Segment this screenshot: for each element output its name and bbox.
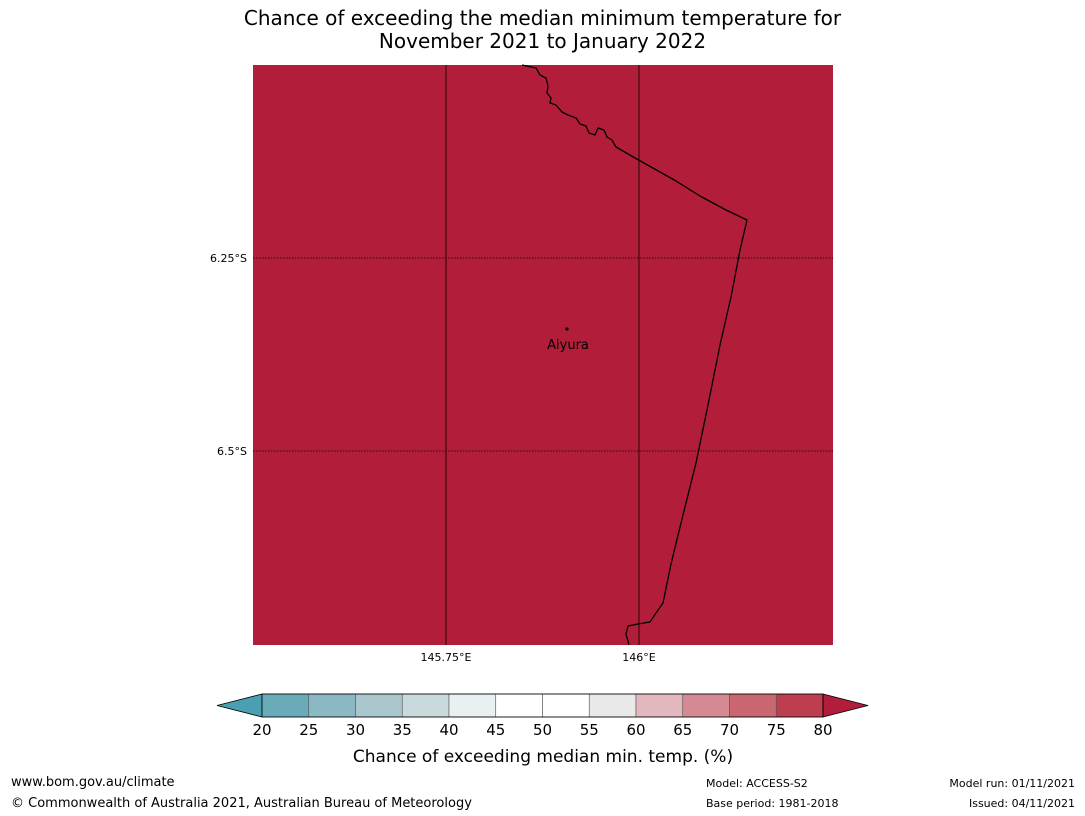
colorbar-tick-label: 20: [252, 721, 271, 739]
colorbar-segment: [542, 693, 590, 718]
place-label-aiyura: Aiyura: [547, 338, 589, 353]
colorbar-tick-label: 60: [626, 721, 645, 739]
footer-copyright: © Commonwealth of Australia 2021, Austra…: [11, 796, 472, 811]
colorbar-tick-label: 50: [533, 721, 552, 739]
lon-label-146: 146°E: [622, 651, 655, 664]
colorbar-tick-label: 30: [346, 721, 365, 739]
colorbar: [216, 693, 869, 718]
colorbar-segment: [729, 693, 777, 718]
colorbar-extend-low: [216, 693, 263, 718]
colorbar-segment: [682, 693, 730, 718]
place-marker-aiyura: [565, 327, 569, 331]
title-line-1: Chance of exceeding the median minimum t…: [243, 6, 842, 30]
lat-label-6-5: 6.5°S: [217, 445, 247, 458]
chart-title: Chance of exceeding the median minimum t…: [0, 7, 1085, 53]
colorbar-tick-label: 35: [393, 721, 412, 739]
footer-website: www.bom.gov.au/climate: [11, 775, 175, 790]
map-area: [253, 65, 833, 645]
colorbar-segment: [401, 693, 450, 718]
lon-label-145-75: 145.75°E: [421, 651, 472, 664]
colorbar-tick-label: 25: [299, 721, 318, 739]
colorbar-tick-label: 80: [813, 721, 832, 739]
title-line-2: November 2021 to January 2022: [378, 29, 707, 53]
footer-model-run: Model run: 01/11/2021: [949, 777, 1075, 790]
colorbar-label: Chance of exceeding median min. temp. (%…: [353, 747, 733, 767]
colorbar-segment: [355, 693, 403, 718]
colorbar-tick-label: 70: [720, 721, 739, 739]
colorbar-segment: [261, 693, 310, 718]
colorbar-tick-label: 65: [673, 721, 692, 739]
lat-label-6-25: 6.25°S: [210, 252, 247, 265]
colorbar-tick-label: 75: [767, 721, 786, 739]
colorbar-extend-high: [822, 693, 869, 718]
colorbar-outline: [261, 693, 824, 718]
province-boundary: [521, 64, 748, 646]
colorbar-segment: [588, 693, 637, 718]
footer-issued: Issued: 04/11/2021: [968, 797, 1075, 810]
footer-model: Model: ACCESS-S2: [706, 777, 808, 790]
colorbar-ticks: 20 25 30 35 40 45 50 55 60 65 70 75 80: [252, 721, 832, 739]
colorbar-segment: [308, 693, 356, 718]
colorbar-segment: [448, 693, 497, 718]
colorbar-tick-label: 55: [580, 721, 599, 739]
colorbar-segment: [495, 693, 543, 718]
colorbar-segment: [775, 693, 824, 718]
footer-base-period: Base period: 1981-2018: [706, 797, 839, 810]
colorbar-tick-label: 40: [439, 721, 458, 739]
colorbar-segment: [635, 693, 684, 718]
colorbar-tick-label: 45: [486, 721, 505, 739]
